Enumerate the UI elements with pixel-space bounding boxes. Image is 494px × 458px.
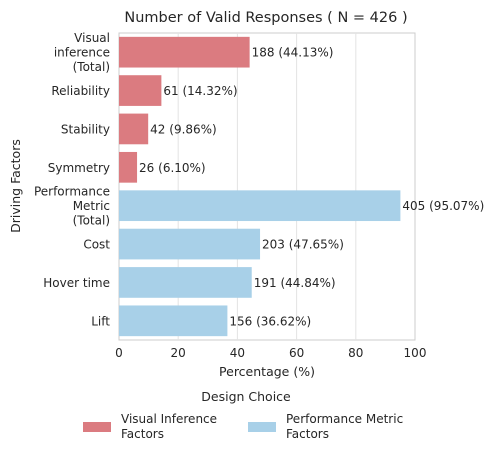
legend-label: Performance Metric Factors: [286, 412, 403, 441]
legend: Design Choice Visual Inference Factors Per…: [83, 389, 403, 441]
category-labels: Visual inference (Total) Reliability Stabili…: [34, 31, 110, 328]
x-tick-labels: 0 20 40 60 80 100: [115, 346, 426, 360]
category-label: Reliability: [51, 84, 110, 98]
data-labels: 188 (44.13%) 61 (14.32%) 42 (9.86%) 26 (6.1…: [139, 46, 484, 329]
category-label: Cost: [83, 238, 110, 252]
bar-value-label: 203 (47.65%): [262, 238, 344, 252]
category-label: Performance Metric (Total): [34, 185, 110, 228]
bar-value-label: 26 (6.10%): [139, 161, 206, 175]
category-label: Symmetry: [48, 161, 110, 175]
bar-value-label: 61 (14.32%): [163, 84, 237, 98]
category-label: Visual inference (Total): [54, 31, 110, 74]
bar: [119, 36, 250, 68]
x-tick-label: 80: [348, 346, 363, 360]
legend-title: Design Choice: [201, 389, 291, 404]
category-label: Hover time: [43, 276, 110, 290]
x-tick-label: 60: [289, 346, 304, 360]
bar-value-label: 156 (36.62%): [229, 314, 311, 328]
legend-swatch: [248, 422, 276, 432]
legend-label: Visual Inference Factors: [121, 412, 217, 441]
x-tick-label: 0: [115, 346, 123, 360]
y-axis-label: Driving Factors: [8, 139, 23, 233]
bar: [119, 151, 138, 183]
legend-swatch: [83, 422, 111, 432]
chart-title: Number of Valid Responses ( N = 426 ): [124, 10, 407, 26]
bar: [119, 228, 261, 260]
bar: [119, 75, 162, 106]
bar-value-label: 405 (95.07%): [402, 199, 484, 213]
category-label: Lift: [91, 314, 110, 328]
x-tick-label: 40: [230, 346, 245, 360]
bar: [119, 113, 149, 145]
bar: [119, 267, 252, 298]
x-axis-label: Percentage (%): [219, 364, 315, 379]
x-tick-label: 20: [171, 346, 186, 360]
category-label: Stability: [61, 122, 110, 136]
bar-value-label: 188 (44.13%): [252, 46, 334, 60]
bar: [119, 305, 228, 337]
bars: [119, 36, 401, 337]
bar: [119, 190, 401, 222]
bar-value-label: 42 (9.86%): [150, 122, 217, 136]
bar-value-label: 191 (44.84%): [254, 276, 336, 290]
x-tick-label: 100: [404, 346, 427, 360]
